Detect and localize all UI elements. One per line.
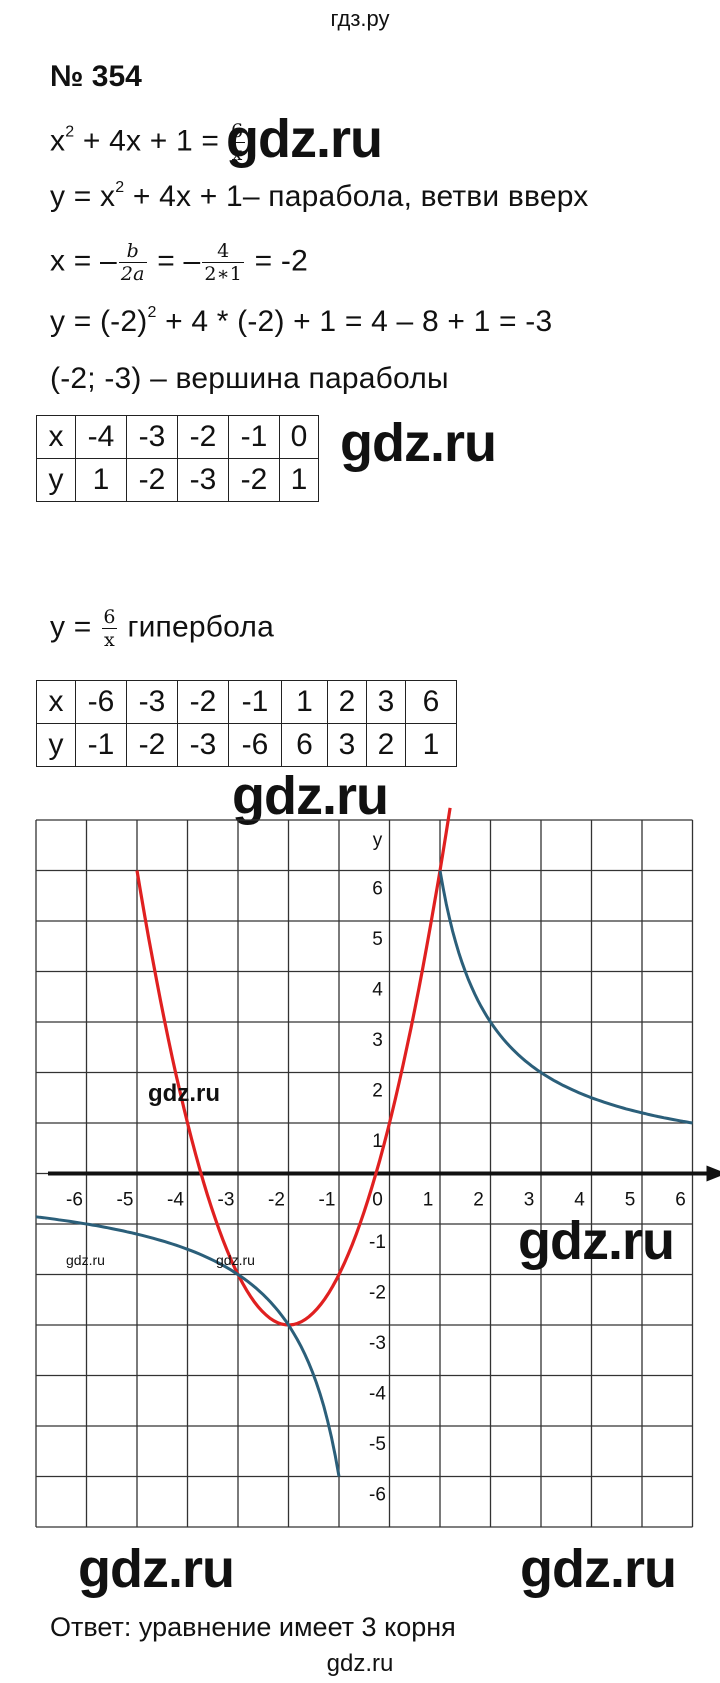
table-cell: 6 [281, 723, 328, 767]
table-cell: -2 [126, 723, 178, 767]
y-tick-label: 1 [372, 1131, 383, 1152]
watermark-9: gdz.ru [520, 1539, 677, 1599]
y-axis-label: y [373, 830, 383, 851]
watermark-2: gdz.ru [340, 413, 497, 473]
y-tick-label: -3 [369, 1333, 386, 1354]
y-tick-label: 6 [372, 879, 383, 900]
site-footer: gdz.ru [326, 1650, 394, 1677]
x-tick-label: -1 [319, 1190, 336, 1211]
table-cell: -2 [177, 415, 229, 459]
x-tick-label: 5 [625, 1190, 636, 1211]
parabola-table: x -4 -3 -2 -1 0 y 1 -2 -3 -2 1 [36, 415, 319, 502]
table-cell: -1 [75, 723, 127, 767]
watermark-5: gdz.ru [518, 1211, 675, 1271]
x-axis-arrow [706, 1165, 720, 1182]
y-tick-label: 5 [372, 929, 383, 950]
x-tick-label: -4 [167, 1190, 184, 1211]
table-cell: 1 [279, 458, 319, 502]
x-tick-label: 2 [473, 1190, 484, 1211]
vertex-y-line: y = (-2)2 + 4 * (-2) + 1 = 4 – 8 + 1 = -… [50, 304, 553, 339]
x-tick-label: 1 [423, 1190, 434, 1211]
watermark-4: gdz.ru [148, 1080, 220, 1107]
hyperbola-table: x -6 -3 -2 -1 1 2 3 6 y -1 -2 -3 -6 6 3 … [36, 680, 457, 767]
x-tick-label: 4 [574, 1190, 585, 1211]
y-tick-label: -2 [369, 1283, 386, 1304]
table-cell: 1 [281, 680, 328, 724]
table-header-y: y [36, 458, 76, 502]
x-tick-label: -3 [218, 1190, 235, 1211]
table-cell: 3 [327, 723, 367, 767]
y-tick-label: 4 [372, 980, 383, 1001]
watermark-1: gdz.ru [226, 109, 383, 169]
watermark-8: gdz.ru [78, 1539, 235, 1599]
parabola-curve [135, 807, 452, 1327]
table-cell: 0 [279, 415, 319, 459]
table-cell: 3 [366, 680, 406, 724]
watermark-7: gdz.ru [216, 1252, 255, 1268]
problem-number: № 354 [50, 60, 142, 93]
table-cell: 1 [75, 458, 127, 502]
table-cell: -6 [228, 723, 282, 767]
vertex-x-line: x = – b 2a = –4 2∗1 = -2 [50, 240, 308, 285]
x-tick-label: 6 [675, 1190, 686, 1211]
y-tick-label: 3 [372, 1030, 383, 1051]
table-cell: -3 [177, 458, 229, 502]
table-cell: 6 [405, 680, 457, 724]
table-cell: -6 [75, 680, 127, 724]
y-tick-label: -4 [369, 1384, 386, 1405]
vertex-label-line: (-2; -3) – вершина параболы [50, 362, 449, 395]
y-tick-label: 2 [372, 1081, 383, 1102]
table-cell: 2 [327, 680, 367, 724]
table-cell: -3 [126, 680, 178, 724]
table-cell: -2 [177, 680, 229, 724]
x-tick-label: 3 [524, 1190, 535, 1211]
answer-text: Ответ: уравнение имеет 3 корня [50, 1612, 456, 1642]
site-header: гдз.ру [330, 6, 390, 31]
x-tick-label: -5 [117, 1190, 134, 1211]
hyperbola-branch-left [35, 1215, 341, 1477]
x-tick-label: -2 [268, 1190, 285, 1211]
x-tick-label: 0 [372, 1190, 383, 1211]
table-cell: -3 [177, 723, 229, 767]
y-tick-label: -6 [369, 1485, 386, 1506]
watermark-6: gdz.ru [66, 1252, 105, 1268]
table-cell: 1 [405, 723, 457, 767]
watermark-3: gdz.ru [232, 766, 389, 826]
x-tick-label: -6 [66, 1190, 83, 1211]
table-cell: 2 [366, 723, 406, 767]
table-cell: -2 [228, 458, 280, 502]
y-tick-label: -5 [369, 1434, 386, 1455]
hyperbola-branch-right [438, 870, 693, 1125]
parabola-line: y = x2 + 4x + 1– парабола, ветви вверх [50, 179, 589, 214]
y-tick-label: -1 [369, 1232, 386, 1253]
